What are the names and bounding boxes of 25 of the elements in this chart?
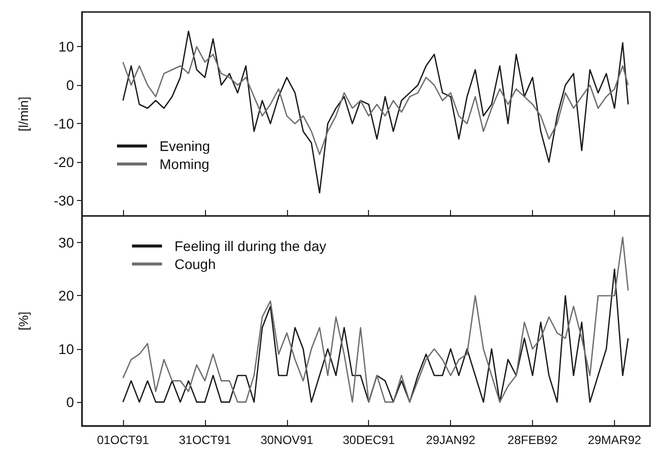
line-series bbox=[122, 236, 629, 403]
y-tick-label: 10 bbox=[58, 38, 74, 55]
legend-label: Evening bbox=[160, 138, 210, 154]
x-tick-label: 31OCT91 bbox=[178, 433, 232, 447]
x-tick-label: 30NOV91 bbox=[260, 433, 314, 447]
line-series bbox=[122, 46, 629, 156]
y-tick-label: 10 bbox=[58, 340, 74, 357]
line-series bbox=[122, 30, 629, 194]
x-tick-label: 29MAR92 bbox=[588, 433, 642, 447]
y-axis-title: [l/min] bbox=[16, 96, 31, 132]
y-tick-label: -10 bbox=[54, 116, 74, 132]
y-tick-label: -20 bbox=[54, 154, 74, 170]
y-tick-label: 0 bbox=[66, 77, 74, 94]
legend-label: Cough bbox=[174, 256, 216, 272]
x-tick-label: 28FEB92 bbox=[508, 433, 558, 447]
y-tick-label: 30 bbox=[58, 234, 74, 251]
x-tick-label: 30DEC91 bbox=[342, 433, 396, 447]
y-tick-label: -30 bbox=[54, 192, 74, 209]
y-tick-label: 20 bbox=[58, 288, 74, 304]
y-axis-title: [%] bbox=[16, 312, 31, 330]
legend-label: Moming bbox=[160, 156, 210, 172]
y-tick-label: 0 bbox=[66, 394, 74, 410]
x-tick-label: 01OCT91 bbox=[96, 433, 150, 447]
legend-label: Feeling ill during the day bbox=[174, 238, 326, 254]
x-tick-label: 29JAN92 bbox=[426, 433, 476, 447]
